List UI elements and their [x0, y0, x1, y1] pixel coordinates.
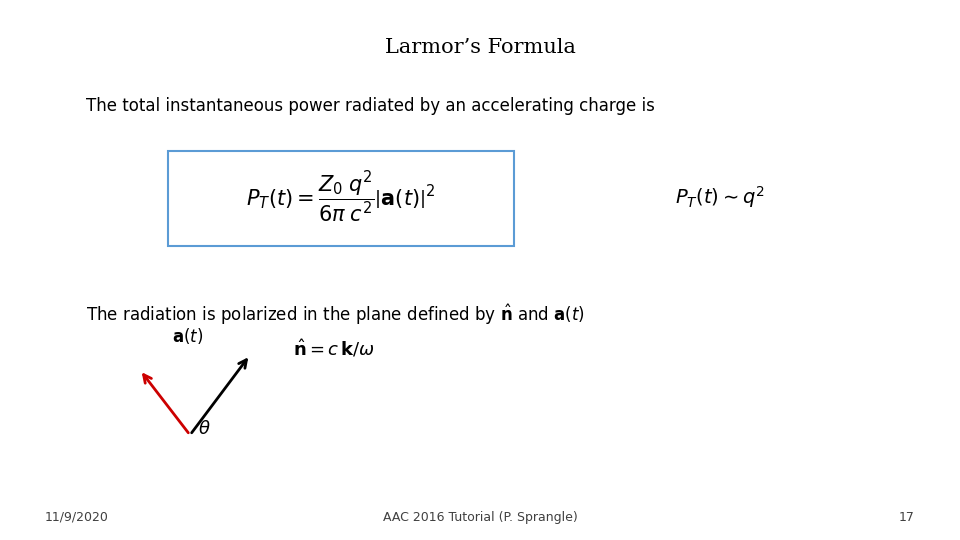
Text: $\mathbf{a}(t)$: $\mathbf{a}(t)$: [172, 326, 203, 346]
Text: The total instantaneous power radiated by an accelerating charge is: The total instantaneous power radiated b…: [86, 97, 656, 115]
Text: $\theta$: $\theta$: [198, 420, 210, 438]
Text: 11/9/2020: 11/9/2020: [45, 511, 108, 524]
Text: $P_T(t) \sim q^2$: $P_T(t) \sim q^2$: [675, 184, 765, 210]
Text: $P_T(t) = \dfrac{Z_0\; q^2}{6\pi\; c^2}\left|\mathbf{a}(t)\right|^2$: $P_T(t) = \dfrac{Z_0\; q^2}{6\pi\; c^2}\…: [246, 170, 436, 225]
Text: AAC 2016 Tutorial (P. Sprangle): AAC 2016 Tutorial (P. Sprangle): [383, 511, 577, 524]
Text: Larmor’s Formula: Larmor’s Formula: [385, 38, 575, 57]
Text: $\hat{\mathbf{n}} = c\,\mathbf{k}/\omega$: $\hat{\mathbf{n}} = c\,\mathbf{k}/\omega…: [293, 338, 374, 359]
Text: 17: 17: [900, 511, 915, 524]
Text: The radiation is polarized in the plane defined by $\hat{\mathbf{n}}$ and $\math: The radiation is polarized in the plane …: [86, 302, 586, 327]
